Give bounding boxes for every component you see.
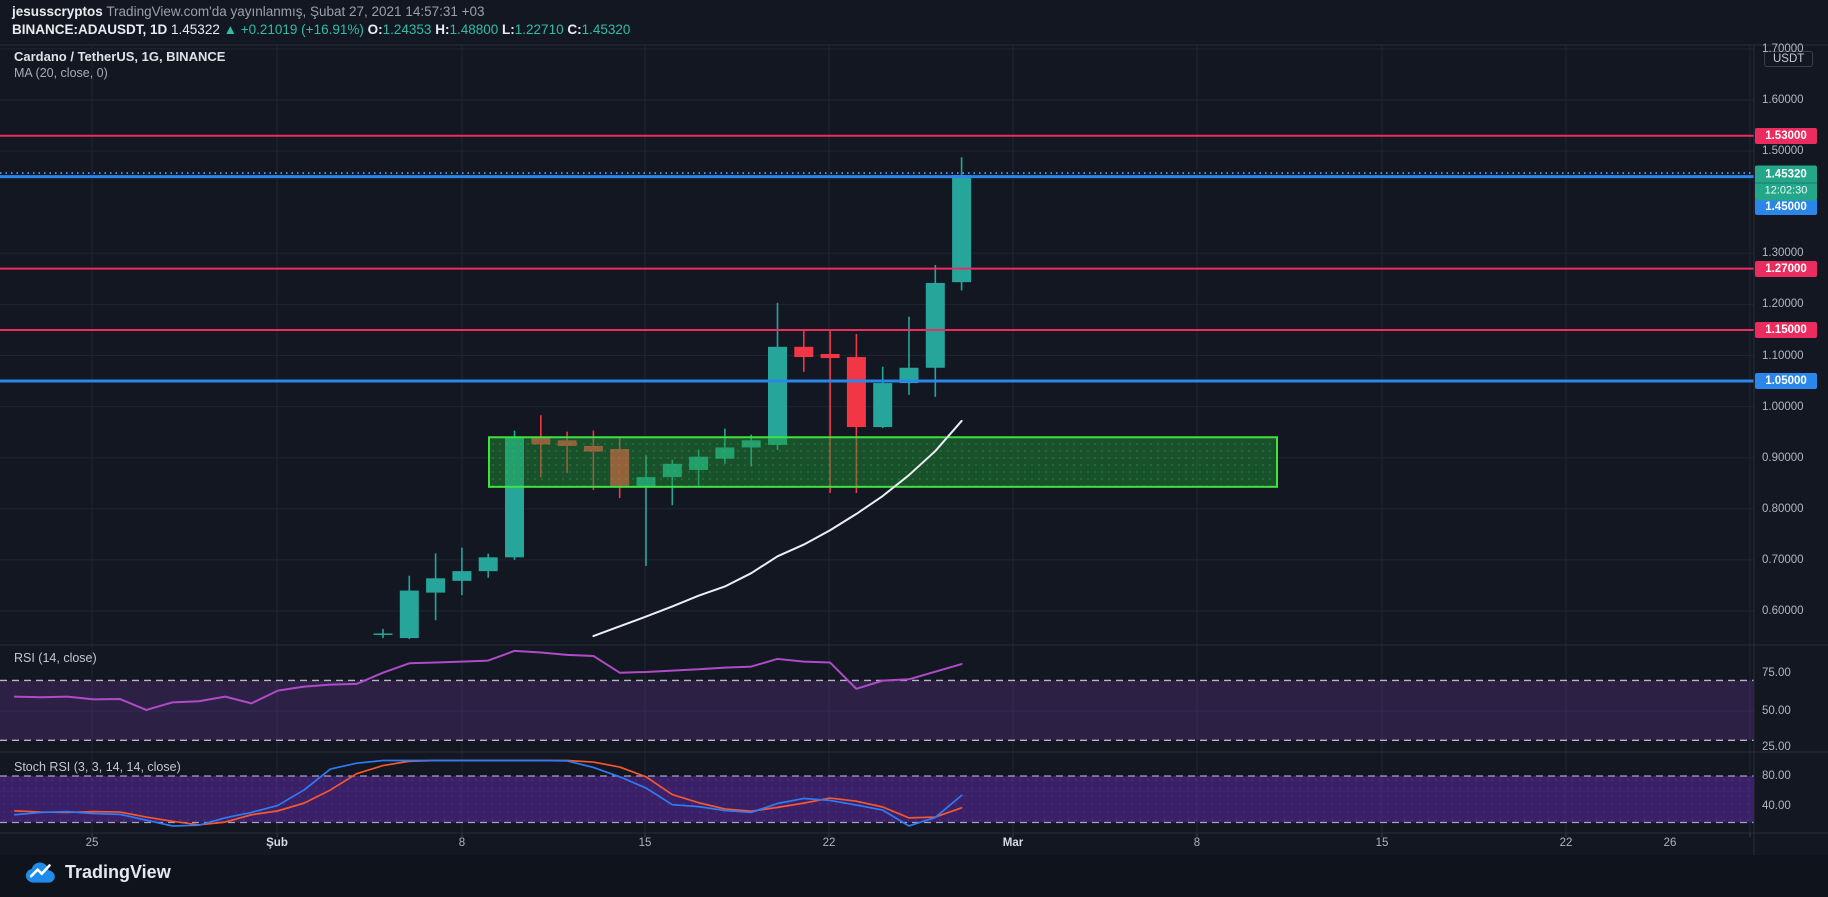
close-value: 1.45320 (581, 22, 631, 37)
rsi-scale-label: 75.00 (1762, 667, 1791, 679)
candle-body (820, 353, 840, 359)
rsi-pane-label[interactable]: RSI (14, close) (14, 651, 97, 665)
time-scale-label: 22 (1559, 837, 1573, 849)
candle-body (952, 175, 972, 283)
candlestick-series (373, 157, 972, 640)
high-value: 1.48800 (449, 22, 499, 37)
price-level-badge: 1.53000 (1755, 127, 1817, 144)
rectangle-drawing[interactable] (488, 436, 1278, 488)
chart-legend-title[interactable]: Cardano / TetherUS, 1G, BINANCE (14, 49, 226, 64)
candle-body (768, 346, 787, 445)
time-scale-label: 15 (1375, 837, 1389, 849)
price-scale-label: 1.50000 (1762, 145, 1804, 158)
price-scale-label: 0.60000 (1762, 605, 1804, 617)
price-level-badge: 1.15000 (1755, 321, 1817, 338)
price-scale-label: 1.20000 (1762, 298, 1804, 311)
bar-countdown: 12:02:30 (1755, 182, 1817, 199)
time-scale-label: 26 (1663, 837, 1677, 849)
low-value: 1.22710 (514, 22, 564, 37)
stoch-scale-label: 80.00 (1762, 770, 1791, 782)
candle-body (925, 282, 945, 368)
stoch-rsi-pane (0, 759, 1754, 827)
rsi-line (13, 649, 963, 711)
time-scale-label: 8 (458, 837, 466, 849)
open-value: 1.24353 (382, 22, 432, 37)
publish-info: TradingView.com'da yayınlanmış, Şubat 27… (106, 4, 485, 19)
rsi-scale-label: 25.00 (1762, 741, 1791, 753)
price-scale-label: 1.00000 (1762, 400, 1804, 413)
price-scale-label: 1.70000 (1762, 42, 1804, 55)
stoch-scale-label: 40.00 (1762, 800, 1791, 812)
price-level-badge: 1.05000 (1755, 373, 1817, 390)
stoch-rsi-pane-label[interactable]: Stoch RSI (3, 3, 14, 14, close) (14, 760, 181, 774)
price-change: +0.21019 (+16.91%) (240, 22, 364, 37)
price-scale-label: 1.10000 (1762, 349, 1804, 362)
candle-body (846, 357, 866, 428)
price-level-badge: 1.45000 (1755, 199, 1817, 215)
symbol-name[interactable]: BINANCE:ADAUSDT, 1D (12, 22, 168, 37)
ma-indicator-legend[interactable]: MA (20, close, 0) (14, 66, 108, 80)
price-scale-label: 1.30000 (1762, 247, 1804, 260)
time-scale-label: 15 (638, 837, 652, 849)
candle-body (399, 590, 419, 639)
rsi-scale-label: 50.00 (1762, 705, 1791, 717)
pane-separators[interactable] (0, 44, 1828, 855)
stoch-k-line (13, 759, 963, 827)
price-scale-label: 1.60000 (1762, 94, 1804, 106)
current-price-badge: 1.45320 12:02:30 (1755, 165, 1817, 201)
time-scale-label: Şub (266, 837, 288, 849)
close-label: C: (567, 22, 582, 37)
candle-body (899, 367, 919, 384)
tradingview-logo-text: TradingView (65, 861, 171, 882)
open-label: O: (367, 22, 383, 37)
symbol-header: BINANCE:ADAUSDT, 1D 1.45322 ▲ +0.21019 (… (12, 21, 630, 39)
tradingview-logo[interactable]: TradingView (24, 860, 171, 884)
rsi-pane (0, 649, 1754, 742)
low-label: L: (502, 22, 515, 37)
time-scale-label: 25 (85, 837, 99, 849)
price-scale-label: 0.70000 (1762, 553, 1804, 566)
time-scale-label: 8 (1193, 837, 1201, 849)
candle-body (794, 346, 814, 358)
up-arrow-icon: ▲ (223, 22, 237, 37)
candle-body (452, 571, 472, 581)
time-scale-label: 22 (822, 837, 836, 849)
last-price: 1.45322 (171, 22, 220, 37)
tradingview-cloud-icon (25, 862, 55, 883)
candle-body (873, 383, 893, 428)
bottom-bar (0, 855, 1828, 897)
price-scale-label: 0.90000 (1762, 451, 1804, 464)
publish-header: jesusscryptos TradingView.com'da yayınla… (12, 3, 485, 21)
price-scale-label: 0.80000 (1762, 502, 1804, 515)
currency-toggle-button[interactable]: USDT (1764, 51, 1814, 67)
author-name: jesusscryptos (12, 4, 103, 19)
candle-body (426, 578, 446, 593)
time-scale-label: Mar (1002, 837, 1024, 849)
current-price-value: 1.45320 (1765, 168, 1807, 181)
high-label: H: (435, 22, 450, 37)
candle-body (373, 633, 393, 635)
price-level-badge: 1.27000 (1755, 260, 1817, 277)
candle-body (478, 557, 498, 572)
ma-20-line (592, 419, 963, 638)
